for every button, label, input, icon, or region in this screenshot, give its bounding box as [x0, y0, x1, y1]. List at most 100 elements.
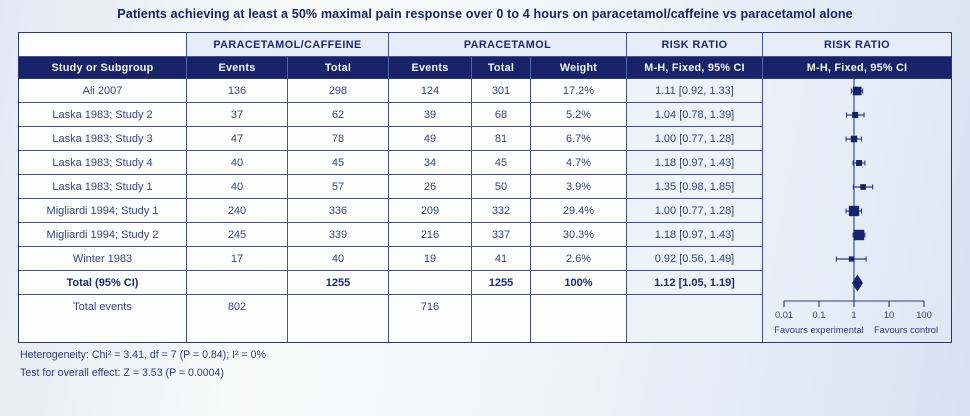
cell-study: Total (95% CI) — [19, 271, 187, 295]
forest-marker — [852, 86, 862, 96]
cell-total_p: 41 — [472, 247, 531, 271]
summary-diamond — [851, 274, 863, 292]
cell-events_p: 216 — [389, 223, 472, 247]
cell-events_pc: 47 — [187, 127, 288, 151]
cell-total_pc: 57 — [288, 175, 389, 199]
table-row: Laska 1983; Study 1 40 57 26 50 3.9% 1.35 [0.9… — [19, 175, 951, 199]
cell-weight: 30.3% — [531, 223, 627, 247]
column-header-6: M-H, Fixed, 95% CI — [627, 57, 763, 79]
cell-ci — [627, 295, 763, 342]
cell-study: Laska 1983; Study 4 — [19, 151, 187, 175]
forest-plot-panel: 0.01 0.1 1 10 100 Favours experimental Favours… — [763, 79, 951, 342]
cell-weight: 2.6% — [531, 247, 627, 271]
cell-total_pc: 1255 — [288, 271, 389, 295]
cell-events_pc: 802 — [187, 295, 288, 342]
favours-control-label: Favours control — [874, 325, 938, 335]
cell-total_p: 45 — [472, 151, 531, 175]
cell-ci: 1.18 [0.97, 1.43] — [627, 223, 763, 247]
forest-marker — [856, 160, 862, 166]
cell-events_p: 124 — [389, 79, 472, 103]
cell-weight: 6.7% — [531, 127, 627, 151]
cell-events_pc: 40 — [187, 151, 288, 175]
cell-events_pc — [187, 271, 288, 295]
column-header-4: Total — [472, 57, 531, 79]
group-header-risk-ratio: RISK RATIO — [627, 33, 763, 57]
cell-weight: 100% — [531, 271, 627, 295]
cell-total_pc: 336 — [288, 199, 389, 223]
column-header-1: Events — [187, 57, 288, 79]
table-row: Laska 1983; Study 2 37 62 39 68 5.2% 1.04 [0.7… — [19, 103, 951, 127]
forest-marker — [848, 205, 860, 217]
cell-total_pc: 298 — [288, 79, 389, 103]
figure-title: Patients achieving at least a 50% maxima… — [117, 7, 853, 21]
cell-events_p: 716 — [389, 295, 472, 342]
favours-experimental-label: Favours experimental — [774, 325, 863, 335]
group-header-paracetamol: PARACETAMOL — [389, 33, 627, 57]
cell-events_pc: 136 — [187, 79, 288, 103]
heterogeneity-note: Heterogeneity: Chi² = 3.41, df = 7 (P = … — [20, 349, 266, 361]
cell-events_p: 209 — [389, 199, 472, 223]
column-header-3: Events — [389, 57, 472, 79]
column-header-2: Total — [288, 57, 389, 79]
axis-tick-label: 100 — [916, 310, 932, 320]
axis-tick-label: 0.1 — [813, 310, 826, 320]
cell-total_p: 337 — [472, 223, 531, 247]
cell-total_p: 332 — [472, 199, 531, 223]
forest-marker — [848, 256, 855, 262]
cell-ci: 1.35 [0.98, 1.85] — [627, 175, 763, 199]
column-header-row: Study or Subgroup Events Total Events Total W… — [19, 57, 951, 79]
cell-total_pc: 62 — [288, 103, 389, 127]
cell-ci: 0.92 [0.56, 1.49] — [627, 247, 763, 271]
cell-events_p — [389, 271, 472, 295]
cell-study: Laska 1983; Study 2 — [19, 103, 187, 127]
cell-weight — [531, 295, 627, 342]
group-header-paracetamol-caffeine: PARACETAMOL/CAFFEINE — [187, 33, 389, 57]
cell-weight: 5.2% — [531, 103, 627, 127]
cell-weight: 29.4% — [531, 199, 627, 223]
table-row: Laska 1983; Study 4 40 45 34 45 4.7% 1.18 [0.9… — [19, 151, 951, 175]
cell-events_p: 39 — [389, 103, 472, 127]
cell-events_pc: 17 — [187, 247, 288, 271]
table-row: Migliardi 1994; Study 1 240 336 209 332 29.4%… — [19, 199, 951, 223]
cell-total_p: 1255 — [472, 271, 531, 295]
column-header-5: Weight — [531, 57, 627, 79]
cell-total_pc — [288, 295, 389, 342]
cell-ci: 1.12 [1.05, 1.19] — [627, 271, 763, 295]
cell-events_p: 26 — [389, 175, 472, 199]
cell-total_pc: 78 — [288, 127, 389, 151]
column-header-7: M-H, Fixed, 95% CI — [763, 57, 951, 79]
cell-ci: 1.18 [0.97, 1.43] — [627, 151, 763, 175]
table-row: Ali 2007 136 298 124 301 17.2% 1.11 [0.92, 1.3… — [19, 79, 951, 103]
cell-total_p: 68 — [472, 103, 531, 127]
forest-marker — [850, 135, 858, 143]
meta-analysis-table: PARACETAMOL/CAFFEINE PARACETAMOL RISK RATI… — [18, 32, 952, 343]
table-row: Laska 1983; Study 3 47 78 49 81 6.7% 1.00 [0.7… — [19, 127, 951, 151]
total-events-row: Total events 802 716 — [19, 295, 951, 342]
cell-ci: 1.04 [0.78, 1.39] — [627, 103, 763, 127]
cell-weight: 4.7% — [531, 151, 627, 175]
cell-events_pc: 240 — [187, 199, 288, 223]
table-body: Ali 2007 136 298 124 301 17.2% 1.11 [0.92, 1.3… — [19, 79, 951, 342]
axis-tick-label: 10 — [884, 310, 894, 320]
axis-tick-label: 0.01 — [775, 310, 793, 320]
cell-total_p: 50 — [472, 175, 531, 199]
axis-tick-label: 1 — [851, 310, 856, 320]
cell-total_p: 301 — [472, 79, 531, 103]
cell-ci: 1.00 [0.77, 1.28] — [627, 199, 763, 223]
cell-ci: 1.11 [0.92, 1.33] — [627, 79, 763, 103]
cell-events_p: 34 — [389, 151, 472, 175]
cell-study: Laska 1983; Study 1 — [19, 175, 187, 199]
overall-effect-note: Test for overall effect: Z = 3.53 (P = 0… — [20, 366, 224, 379]
table-row: Migliardi 1994; Study 2 245 339 216 337 30.3%… — [19, 223, 951, 247]
cell-ci: 1.00 [0.77, 1.28] — [627, 127, 763, 151]
cell-total_pc: 45 — [288, 151, 389, 175]
cell-total_p: 81 — [472, 127, 531, 151]
cell-total_p — [472, 295, 531, 342]
cell-study: Winter 1983 — [19, 247, 187, 271]
cell-events_p: 49 — [389, 127, 472, 151]
statistics-footnotes: Heterogeneity: Chi² = 3.41, df = 7 (P = … — [20, 347, 266, 382]
cell-study: Migliardi 1994; Study 1 — [19, 199, 187, 223]
cell-study: Ali 2007 — [19, 79, 187, 103]
cell-study: Laska 1983; Study 3 — [19, 127, 187, 151]
